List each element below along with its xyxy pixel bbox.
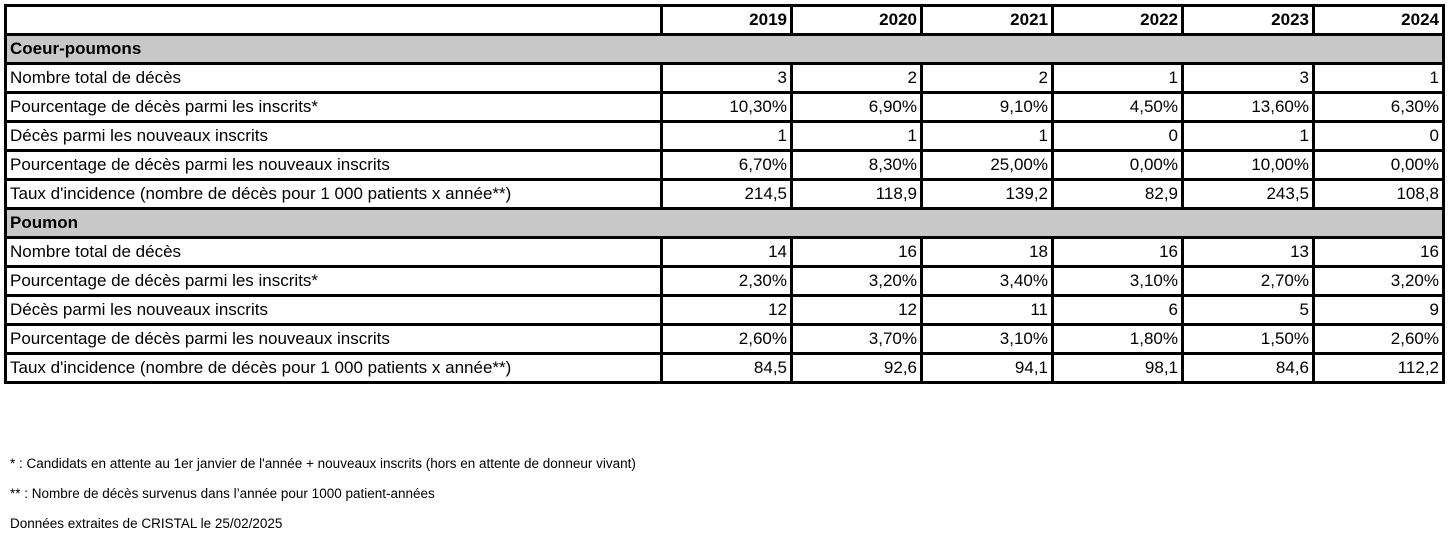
value-cell: 3,20% [790, 265, 923, 297]
value-cell: 6,70% [660, 149, 793, 181]
value-cell: 1 [790, 120, 923, 152]
value-cell: 84,6 [1181, 352, 1315, 384]
value-cell: 5 [1181, 294, 1315, 326]
value-cell: 13 [1181, 236, 1315, 268]
row-label: Pourcentage de décès parmi les inscrits* [4, 91, 663, 123]
value-cell: 118,9 [790, 178, 923, 210]
table-row: Pourcentage de décès parmi les nouveaux … [4, 323, 1445, 355]
table-body: Coeur-poumons Nombre total de décès 3 2 2 1 3 1… [4, 33, 1445, 384]
table-row: Pourcentage de décès parmi les inscrits*… [4, 91, 1445, 123]
value-cell: 82,9 [1051, 178, 1184, 210]
year-header: 2024 [1312, 4, 1445, 36]
value-cell: 139,2 [920, 178, 1054, 210]
value-cell: 112,2 [1312, 352, 1445, 384]
value-cell: 9 [1312, 294, 1445, 326]
value-cell: 1 [1181, 120, 1315, 152]
value-cell: 0,00% [1051, 149, 1184, 181]
value-cell: 3,70% [790, 323, 923, 355]
value-cell: 12 [790, 294, 923, 326]
section-title: Coeur-poumons [4, 33, 1445, 65]
value-cell: 2 [790, 62, 923, 94]
value-cell: 0 [1051, 120, 1184, 152]
year-header: 2021 [920, 4, 1054, 36]
value-cell: 3,10% [920, 323, 1054, 355]
value-cell: 1 [920, 120, 1054, 152]
row-label: Taux d'incidence (nombre de décès pour 1… [4, 178, 663, 210]
value-cell: 25,00% [920, 149, 1054, 181]
table-row: Décès parmi les nouveaux inscrits 12 12 11 6… [4, 294, 1445, 326]
table-row: Décès parmi les nouveaux inscrits 1 1 1 0 1 0 [4, 120, 1445, 152]
value-cell: 2 [920, 62, 1054, 94]
value-cell: 1 [1051, 62, 1184, 94]
data-source-note: Données extraites de CRISTAL le 25/02/20… [10, 516, 283, 531]
value-cell: 0 [1312, 120, 1445, 152]
section-header-row: Poumon [4, 207, 1445, 239]
value-cell: 16 [790, 236, 923, 268]
footnote: * : Candidats en attente au 1er janvier … [10, 456, 636, 471]
row-label: Pourcentage de décès parmi les inscrits* [4, 265, 663, 297]
year-header: 2019 [660, 4, 793, 36]
year-header: 2023 [1181, 4, 1315, 36]
table-row: Pourcentage de décès parmi les inscrits*… [4, 265, 1445, 297]
value-cell: 13,60% [1181, 91, 1315, 123]
value-cell: 92,6 [790, 352, 923, 384]
value-cell: 2,70% [1181, 265, 1315, 297]
value-cell: 1,80% [1051, 323, 1184, 355]
footnotes: * : Candidats en attente au 1er janvier … [10, 456, 636, 546]
table-row: Taux d'incidence (nombre de décès pour 1… [4, 178, 1445, 210]
value-cell: 10,00% [1181, 149, 1315, 181]
row-label: Nombre total de décès [4, 62, 663, 94]
table-row: Nombre total de décès 14 16 18 16 13 16 [4, 236, 1445, 268]
value-cell: 3,20% [1312, 265, 1445, 297]
value-cell: 18 [920, 236, 1054, 268]
row-label: Décès parmi les nouveaux inscrits [4, 120, 663, 152]
table-row: Taux d'incidence (nombre de décès pour 1… [4, 352, 1445, 384]
year-header: 2020 [790, 4, 923, 36]
value-cell: 10,30% [660, 91, 793, 123]
value-cell: 108,8 [1312, 178, 1445, 210]
row-label: Taux d'incidence (nombre de décès pour 1… [4, 352, 663, 384]
section-header-row: Coeur-poumons [4, 33, 1445, 65]
value-cell: 11 [920, 294, 1054, 326]
value-cell: 243,5 [1181, 178, 1315, 210]
value-cell: 94,1 [920, 352, 1054, 384]
value-cell: 1 [1312, 62, 1445, 94]
value-cell: 8,30% [790, 149, 923, 181]
value-cell: 84,5 [660, 352, 793, 384]
value-cell: 6 [1051, 294, 1184, 326]
row-label: Nombre total de décès [4, 236, 663, 268]
section-title: Poumon [4, 207, 1445, 239]
value-cell: 6,90% [790, 91, 923, 123]
footnote: ** : Nombre de décès survenus dans l’ann… [10, 486, 435, 501]
value-cell: 214,5 [660, 178, 793, 210]
value-cell: 6,30% [1312, 91, 1445, 123]
year-header-row: 2019 2020 2021 2022 2023 2024 [4, 4, 1445, 36]
row-label: Pourcentage de décès parmi les nouveaux … [4, 323, 663, 355]
value-cell: 16 [1051, 236, 1184, 268]
value-cell: 2,30% [660, 265, 793, 297]
table-row: Pourcentage de décès parmi les nouveaux … [4, 149, 1445, 181]
value-cell: 2,60% [1312, 323, 1445, 355]
value-cell: 12 [660, 294, 793, 326]
value-cell: 1,50% [1181, 323, 1315, 355]
row-label: Décès parmi les nouveaux inscrits [4, 294, 663, 326]
row-label: Pourcentage de décès parmi les nouveaux … [4, 149, 663, 181]
value-cell: 0,00% [1312, 149, 1445, 181]
value-cell: 3,40% [920, 265, 1054, 297]
value-cell: 98,1 [1051, 352, 1184, 384]
value-cell: 3 [660, 62, 793, 94]
value-cell: 1 [660, 120, 793, 152]
value-cell: 9,10% [920, 91, 1054, 123]
header-corner-cell [4, 4, 663, 36]
value-cell: 2,60% [660, 323, 793, 355]
mortality-table: 2019 2020 2021 2022 2023 2024 Coeur-poum… [4, 4, 1445, 384]
value-cell: 4,50% [1051, 91, 1184, 123]
value-cell: 3,10% [1051, 265, 1184, 297]
value-cell: 16 [1312, 236, 1445, 268]
year-header: 2022 [1051, 4, 1184, 36]
value-cell: 14 [660, 236, 793, 268]
table-row: Nombre total de décès 3 2 2 1 3 1 [4, 62, 1445, 94]
value-cell: 3 [1181, 62, 1315, 94]
